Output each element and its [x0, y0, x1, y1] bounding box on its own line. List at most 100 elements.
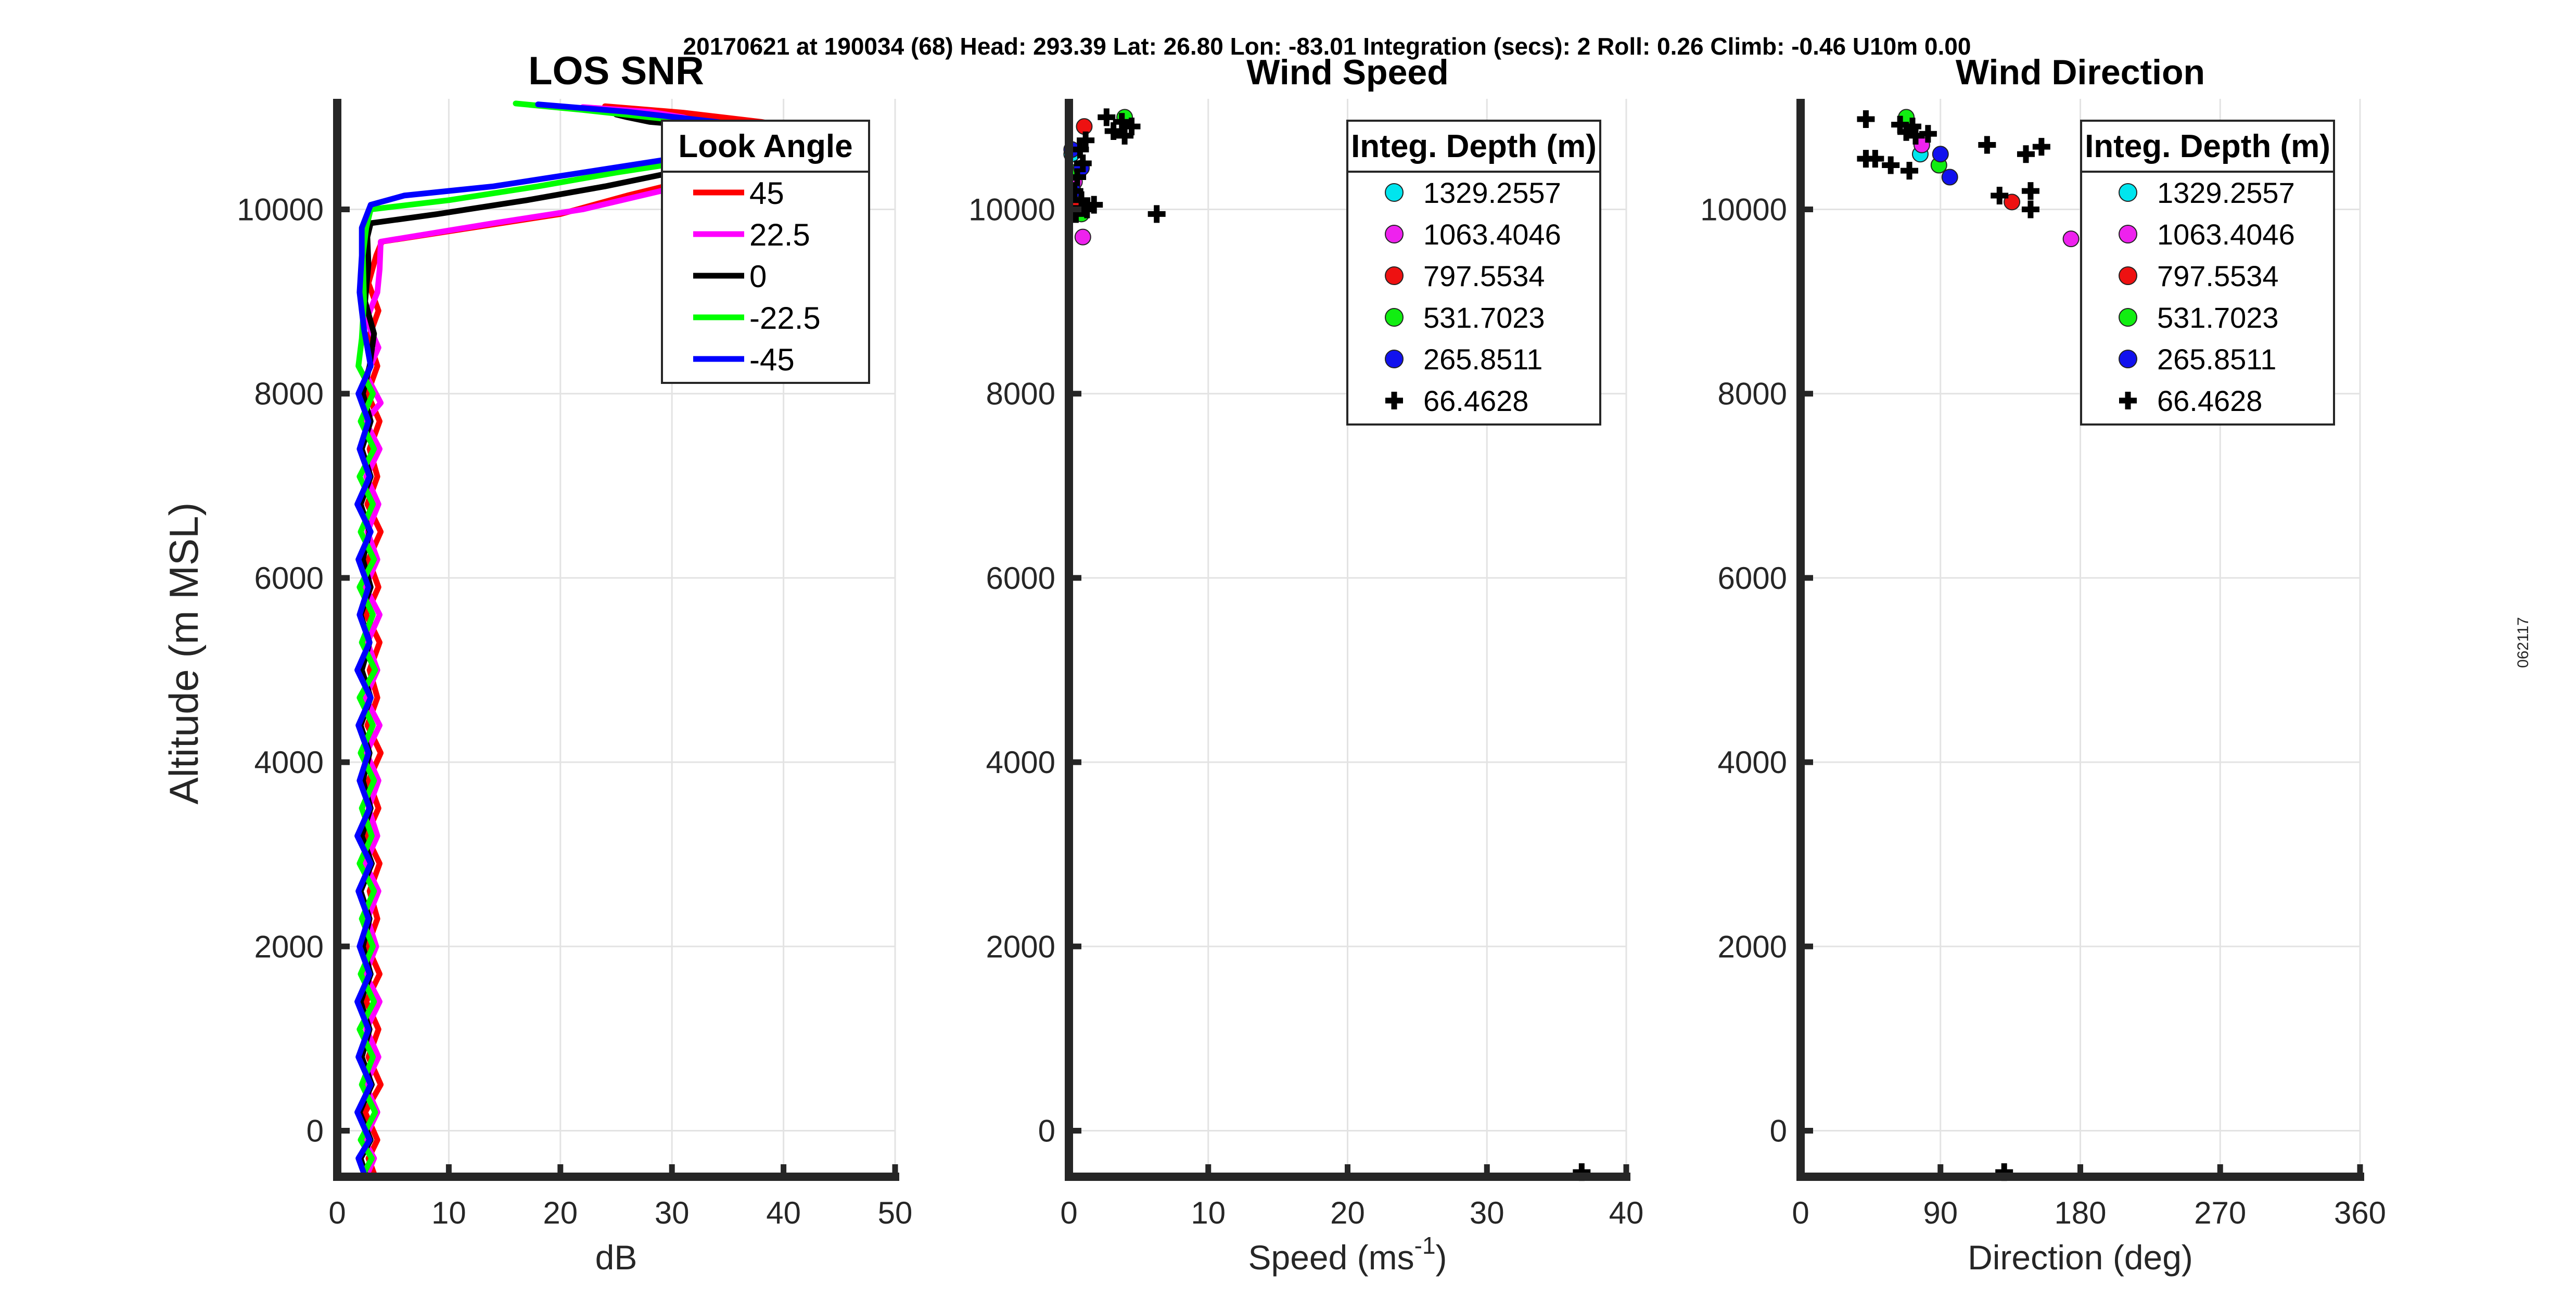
legend-swatch-circle [2119, 225, 2137, 243]
data-point-plus [1123, 118, 1141, 136]
legend-swatch-circle [1385, 266, 1404, 285]
header-text: 20170621 at 190034 (68) Head: 293.39 Lat… [683, 33, 1971, 60]
x-tick-label: 0 [328, 1195, 346, 1230]
x-tick-label: 270 [2194, 1195, 2246, 1230]
y-tick-label: 2000 [254, 929, 324, 964]
legend-label: 265.8511 [1423, 343, 1542, 376]
x-tick-label: 10 [1191, 1195, 1226, 1230]
legend-title: Integ. Depth (m) [1351, 128, 1597, 164]
panel-speed: 0 10 20 30 40 0 2000 4000 6000 8000 10000 Wind Spee… [968, 53, 1643, 1277]
legend-label: 22.5 [749, 217, 810, 252]
y-tick-label: 10000 [237, 192, 324, 227]
x-axis-label-text: Speed (ms [1248, 1238, 1414, 1277]
y-tick-label: 8000 [254, 377, 324, 411]
legend-swatch-circle [1385, 183, 1404, 202]
x-tick-label: 30 [655, 1195, 690, 1230]
x-axis-label-text: dB [595, 1238, 637, 1277]
y-tick-label: 2000 [1718, 929, 1787, 964]
x-tick-label: 180 [2054, 1195, 2106, 1230]
x-tick-label: 0 [1060, 1195, 1077, 1230]
data-point-plus [1857, 110, 1875, 128]
y-tick-label: 0 [307, 1113, 324, 1148]
legend-swatch-circle [1385, 225, 1404, 243]
y-tick-label: 4000 [986, 745, 1055, 780]
y-tick-label: 8000 [1718, 377, 1787, 411]
x-tick-label: 10 [431, 1195, 466, 1230]
data-point-plus [2032, 138, 2050, 156]
y-tick-label: 6000 [1718, 561, 1787, 596]
y-tick-label: 4000 [254, 745, 324, 780]
x-tick-label: 90 [1923, 1195, 1958, 1230]
legend-label: 1329.2557 [1423, 176, 1561, 209]
series-line-45 [362, 103, 843, 1180]
legend-swatch-circle [2119, 350, 2137, 368]
y-tick-label: 4000 [1718, 745, 1787, 780]
legend-title: Look Angle [678, 128, 852, 164]
data-point-plus [2021, 182, 2039, 200]
legend-label: 1063.4046 [1423, 218, 1561, 251]
legend-swatch-circle [2119, 266, 2137, 285]
series-line--45 [354, 101, 809, 1180]
legend-label: -22.5 [749, 301, 821, 336]
chart-title: Wind Speed [1246, 53, 1449, 92]
data-point-plus [1073, 191, 1091, 209]
legend-label: 45 [749, 176, 784, 211]
y-tick-label: 0 [1770, 1113, 1787, 1148]
y-axis-label: Altitude (m MSL) [161, 503, 207, 805]
x-axis-label: Speed (ms-1) [1248, 1232, 1447, 1277]
x-axis-label: dB [595, 1238, 637, 1277]
x-tick-label: 50 [878, 1195, 913, 1230]
x-tick-label: 20 [543, 1195, 578, 1230]
data-point-plus [1104, 122, 1123, 140]
x-tick-label: 40 [766, 1195, 801, 1230]
y-tick-label: 6000 [254, 561, 324, 596]
legend-swatch-plus [1385, 392, 1403, 409]
y-tick-label: 10000 [968, 192, 1055, 227]
y-tick-label: 0 [1038, 1113, 1055, 1148]
x-axis-label-text: Direction (deg) [1968, 1238, 2193, 1277]
legend-swatch-circle [2119, 183, 2137, 202]
data-point-plus [1882, 156, 1900, 174]
x-tick-label: 360 [2334, 1195, 2386, 1230]
y-tick-label: 2000 [986, 929, 1055, 964]
legend-swatch-circle [1385, 308, 1404, 327]
data-point-plus [1991, 186, 2009, 204]
panel-direction: 0 90 180 270 360 0 2000 4000 6000 8000 10000 Wind D… [1700, 53, 2386, 1277]
series-line--22.5 [355, 100, 809, 1180]
chart-title: Wind Direction [1956, 53, 2205, 92]
legend: Integ. Depth (m) 1329.2557 1063.4046 797.55… [1346, 120, 1601, 426]
data-point-plus [1978, 136, 1996, 154]
x-tick-label: 40 [1609, 1195, 1644, 1230]
legend-title: Integ. Depth (m) [2085, 128, 2330, 164]
data-point-1063.4046 [2062, 230, 2080, 248]
y-tick-label: 8000 [986, 377, 1055, 411]
legend-label: -45 [749, 342, 795, 377]
data-point-plus [1919, 125, 1937, 143]
legend-label: 797.5534 [2157, 260, 2279, 292]
legend-label: 265.8511 [2157, 343, 2276, 376]
data-point-plus [1147, 205, 1166, 223]
legend-swatch-plus [2119, 392, 2137, 409]
legend-label: 0 [749, 259, 767, 294]
legend-label: 66.4628 [2157, 384, 2262, 417]
legend-label: 1063.4046 [2157, 218, 2295, 251]
legend-label: 531.7023 [2157, 301, 2279, 334]
data-point-plus [1901, 162, 1919, 180]
chart-title: LOS SNR [528, 49, 704, 93]
data-point-265.8511 [1932, 146, 1949, 163]
legend-swatch-circle [2119, 308, 2137, 327]
legend-box [661, 120, 870, 384]
legend-label: 531.7023 [1423, 301, 1545, 334]
data-point-plus [1098, 108, 1116, 126]
data-point-plus [1074, 154, 1092, 172]
x-axis-label-superscript: -1 [1414, 1232, 1436, 1259]
x-tick-label: 20 [1330, 1195, 1365, 1230]
legend-label: 797.5534 [1423, 260, 1545, 292]
x-tick-label: 0 [1792, 1195, 1809, 1230]
data-point-plus [1857, 150, 1875, 168]
x-axis-label: Direction (deg) [1968, 1238, 2193, 1277]
legend-label: 66.4628 [1423, 384, 1528, 417]
data-point-plus [1085, 196, 1103, 214]
